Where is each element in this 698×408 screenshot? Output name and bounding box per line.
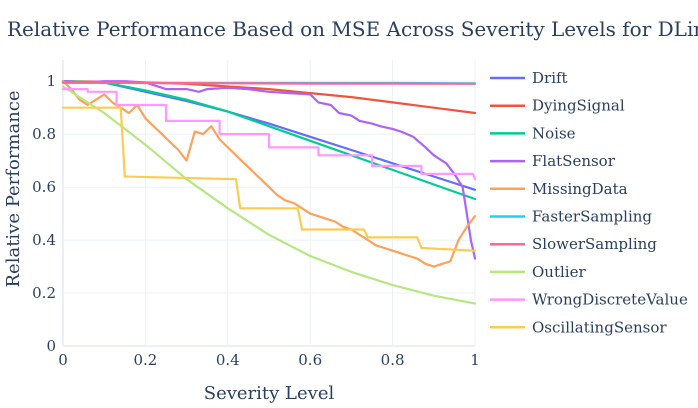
legend-label: SlowerSampling xyxy=(532,235,657,253)
legend-label: Outlier xyxy=(532,263,586,281)
legend-label: Noise xyxy=(532,124,576,142)
legend-label: FasterSampling xyxy=(532,208,652,226)
legend-item-missing-data[interactable]: MissingData xyxy=(490,180,628,198)
grid-layer xyxy=(62,60,476,347)
series-line-oscillating-sensor xyxy=(61,106,477,252)
legend: Drift DyingSignal Noise FlatSensor MissingDa… xyxy=(490,69,688,336)
legend-label: FlatSensor xyxy=(532,152,616,170)
legend-item-flat-sensor[interactable]: FlatSensor xyxy=(490,152,616,170)
y-tick-label: 1 xyxy=(46,72,56,90)
legend-item-faster-sampling[interactable]: FasterSampling xyxy=(490,208,652,226)
legend-label: MissingData xyxy=(532,180,628,198)
legend-label: WrongDiscreteValue xyxy=(532,291,688,309)
series-line-slower-sampling xyxy=(61,81,477,85)
series-line-missing-data xyxy=(61,80,477,268)
y-tick-label: 0.2 xyxy=(32,284,56,302)
x-axis-title: Severity Level xyxy=(204,383,335,404)
y-tick-label: 0.6 xyxy=(32,178,56,196)
y-tick-label: 0.4 xyxy=(32,231,56,249)
x-tick-label: 0.6 xyxy=(298,351,322,369)
legend-item-slower-sampling[interactable]: SlowerSampling xyxy=(490,235,657,253)
legend-item-outlier[interactable]: Outlier xyxy=(490,263,586,281)
chart-title: Relative Performance Based on MSE Across… xyxy=(7,17,698,41)
legend-item-oscillating-sensor[interactable]: OscillatingSensor xyxy=(490,318,667,336)
y-tick-label: 0 xyxy=(46,337,56,355)
tick-layer: 0 0.2 0.4 0.6 0.8 1 0 0.2 0.4 0.6 0.8 1 xyxy=(32,72,480,369)
legend-label: Drift xyxy=(532,69,568,87)
series-line-flat-sensor xyxy=(61,80,477,260)
y-axis-title: Relative Performance xyxy=(3,90,24,287)
legend-label: DyingSignal xyxy=(532,97,625,115)
x-tick-label: 0 xyxy=(58,351,68,369)
x-tick-label: 1 xyxy=(470,351,480,369)
x-tick-label: 0.8 xyxy=(381,351,405,369)
series-line-noise xyxy=(61,80,477,201)
series-layer xyxy=(61,80,477,305)
legend-item-drift[interactable]: Drift xyxy=(490,69,568,87)
legend-item-dying-signal[interactable]: DyingSignal xyxy=(490,97,625,115)
x-tick-label: 0.2 xyxy=(133,351,157,369)
series-line-wrong-discrete-value xyxy=(61,87,477,181)
x-tick-label: 0.4 xyxy=(216,351,240,369)
legend-label: OscillatingSensor xyxy=(532,318,667,336)
y-tick-label: 0.8 xyxy=(32,125,56,143)
legend-item-wrong-discrete-value[interactable]: WrongDiscreteValue xyxy=(490,291,688,309)
series-line-outlier xyxy=(61,85,477,305)
legend-item-noise[interactable]: Noise xyxy=(490,124,576,142)
